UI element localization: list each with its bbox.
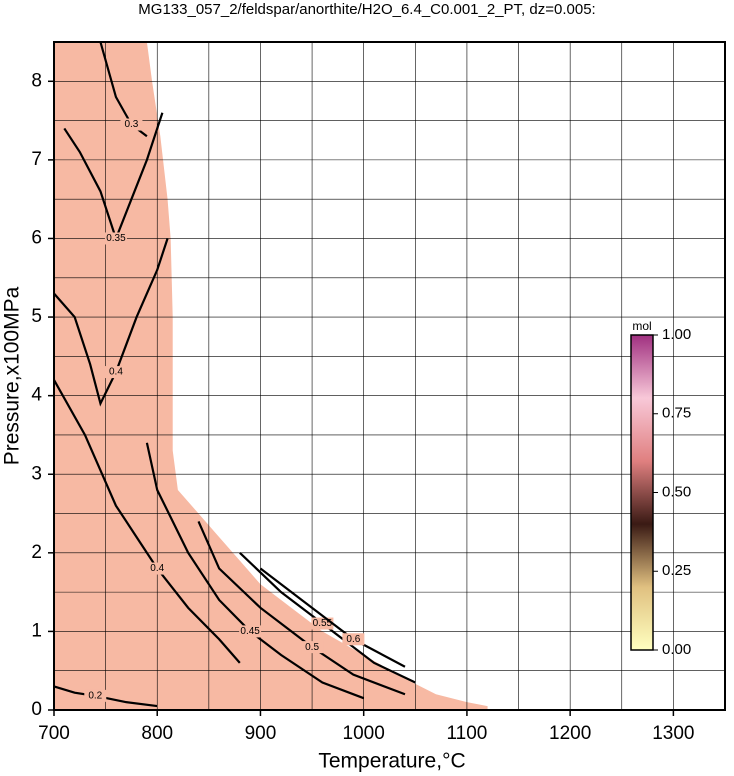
contour-label-group: 0.45	[239, 625, 262, 638]
contour-label-group: 0.6	[342, 633, 365, 646]
y-tick-label: 4	[31, 385, 42, 406]
contour-label: 0.6	[346, 634, 360, 645]
contour-label-group: 0.4	[146, 562, 169, 575]
chart-title: MG133_057_2/feldspar/anorthite/H2O_6.4_C…	[138, 1, 595, 18]
contour-label: 0.35	[106, 233, 126, 244]
contour-line	[259, 567, 406, 668]
contour-label-group: 0.35	[104, 232, 127, 245]
x-tick-label: 800	[141, 723, 173, 744]
y-tick-label: 1	[31, 620, 42, 641]
data-region	[54, 42, 488, 710]
y-tick-label: 0	[31, 699, 42, 720]
plot-frame	[53, 41, 726, 711]
y-tick-label: 5	[31, 306, 42, 327]
colorbar-label: mol	[632, 319, 651, 333]
contour-label: 0.2	[88, 690, 102, 701]
x-tick-label: 900	[245, 723, 277, 744]
x-tick-label: 1300	[652, 723, 694, 744]
x-tick-label: 700	[38, 723, 70, 744]
y-axis-label: Pressure,x100MPa	[1, 286, 24, 465]
contour-label-group: 0.3	[120, 118, 143, 131]
y-tick-label: 2	[31, 542, 42, 563]
contour-label: 0.55	[313, 618, 333, 629]
contour-label: 0.3	[124, 119, 138, 130]
y-tick-label: 7	[31, 149, 42, 170]
contour-label-bg	[104, 232, 127, 245]
contour-label-group: 0.5	[301, 641, 324, 654]
colorbar-tick-label: 0.75	[662, 405, 691, 422]
y-tick-label: 6	[31, 227, 42, 248]
x-tick-label: 1000	[343, 723, 385, 744]
contour-label-group: 0.4	[104, 366, 127, 379]
contour-label-bg	[342, 633, 365, 646]
contour-label-group: 0.2	[84, 689, 107, 702]
x-axis-label: Temperature,°C	[318, 750, 465, 773]
colorbar-tick-label: 1.00	[662, 326, 691, 343]
colorbar-tick-label: 0.25	[662, 562, 691, 579]
contour-label-bg	[84, 689, 107, 702]
colorbar-tick-label: 0.50	[662, 483, 691, 500]
contour-label: 0.45	[240, 626, 260, 637]
contour-label-bg	[146, 562, 169, 575]
contour-line	[145, 442, 365, 700]
contour-line	[53, 379, 241, 664]
contour-label: 0.4	[150, 563, 164, 574]
x-tick-label: 1200	[549, 723, 591, 744]
contour-label-bg	[104, 366, 127, 379]
contour-line	[53, 238, 169, 407]
y-tick-label: 8	[31, 70, 42, 91]
contour-label-bg	[301, 641, 324, 654]
contour-label-bg	[239, 625, 262, 638]
colorbar	[630, 334, 654, 651]
contour-label-bg	[120, 118, 143, 131]
contour-label-group: 0.55	[311, 617, 334, 630]
y-tick-label: 3	[31, 463, 42, 484]
contour-line	[197, 520, 406, 696]
x-tick-label: 1100	[446, 723, 487, 744]
colorbar-tick-label: 0.00	[662, 641, 691, 658]
contour-label: 0.5	[305, 642, 319, 653]
contour-label: 0.4	[109, 367, 123, 378]
